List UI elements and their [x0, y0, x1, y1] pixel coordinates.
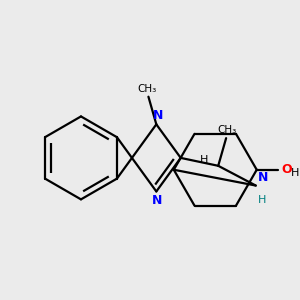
- Text: H: H: [200, 155, 208, 165]
- Text: CH₃: CH₃: [138, 84, 157, 94]
- Text: H: H: [291, 168, 300, 178]
- Text: H: H: [258, 195, 266, 206]
- Text: N: N: [152, 194, 163, 207]
- Text: N: N: [258, 171, 268, 184]
- Text: CH₃: CH₃: [218, 125, 237, 135]
- Text: O: O: [281, 163, 292, 176]
- Text: N: N: [153, 110, 164, 122]
